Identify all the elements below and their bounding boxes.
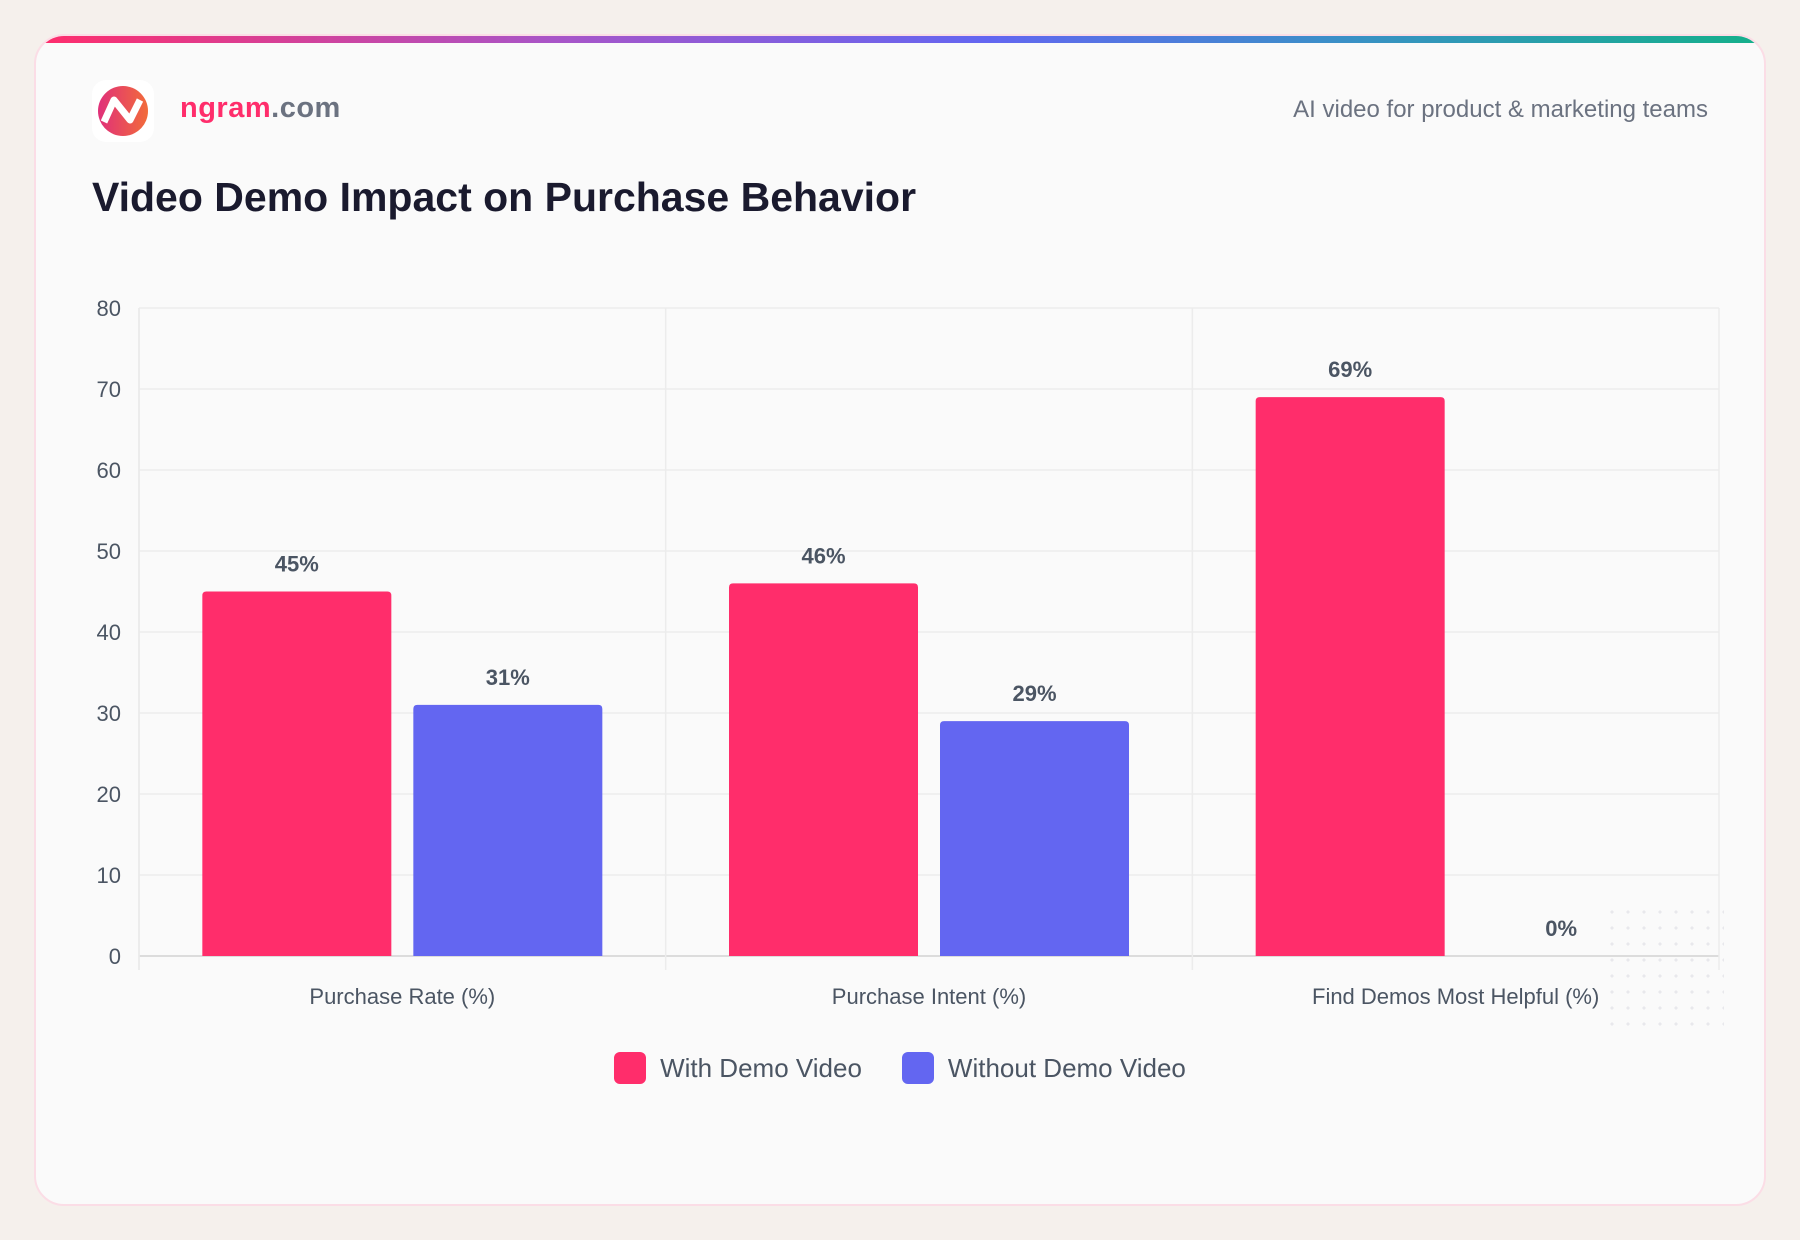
- brand-name-suffix: .com: [271, 92, 341, 124]
- y-tick-label: 20: [97, 782, 121, 807]
- tagline: AI video for product & marketing teams: [1293, 96, 1708, 123]
- bar: [729, 583, 918, 956]
- brand-name-main: ngram: [180, 92, 272, 124]
- y-tick-label: 80: [97, 296, 121, 321]
- bar: [202, 591, 392, 956]
- gradient-bar: [36, 36, 1764, 43]
- brand-name: ngram.com: [180, 92, 341, 125]
- y-tick-label: 30: [97, 701, 121, 726]
- bar: [413, 704, 603, 956]
- data-label: 69%: [1328, 357, 1372, 382]
- x-tick-label: Find Demos Most Helpful (%): [1312, 984, 1599, 1009]
- x-tick-label: Purchase Rate (%): [309, 984, 495, 1009]
- chart-card: ngram.com AI video for product & marketi…: [34, 34, 1766, 1206]
- legend-item-without[interactable]: Without Demo Video: [901, 1052, 1186, 1084]
- dot-pattern: [1604, 904, 1724, 1034]
- bar: [1255, 397, 1445, 957]
- data-label: 0%: [1545, 916, 1577, 941]
- bar: [940, 721, 1129, 956]
- legend-swatch-without: [901, 1052, 934, 1084]
- legend-label-without: Without Demo Video: [947, 1052, 1186, 1083]
- y-tick-label: 60: [97, 458, 121, 483]
- legend: With Demo Video Without Demo Video: [36, 1052, 1764, 1084]
- ngram-logo-icon: [92, 80, 154, 142]
- data-label: 46%: [801, 543, 845, 568]
- data-label: 31%: [486, 665, 530, 690]
- legend-label-with: With Demo Video: [660, 1052, 862, 1083]
- y-tick-label: 50: [97, 539, 121, 564]
- legend-swatch-with: [614, 1052, 647, 1084]
- y-tick-label: 10: [97, 863, 121, 888]
- data-label: 45%: [275, 552, 319, 577]
- y-tick-label: 40: [97, 620, 121, 645]
- bar-chart: 0 10 20 30 40 50 60 70 80 45% 31% Purchase Rate (%)…: [97, 296, 1720, 1009]
- chart-title: Video Demo Impact on Purchase Behavior: [92, 174, 917, 220]
- y-tick-label: 70: [97, 377, 121, 402]
- legend-item-with[interactable]: With Demo Video: [614, 1052, 862, 1084]
- data-label: 29%: [1012, 681, 1056, 706]
- y-tick-label: 0: [109, 944, 121, 969]
- x-tick-label: Purchase Intent (%): [832, 984, 1026, 1009]
